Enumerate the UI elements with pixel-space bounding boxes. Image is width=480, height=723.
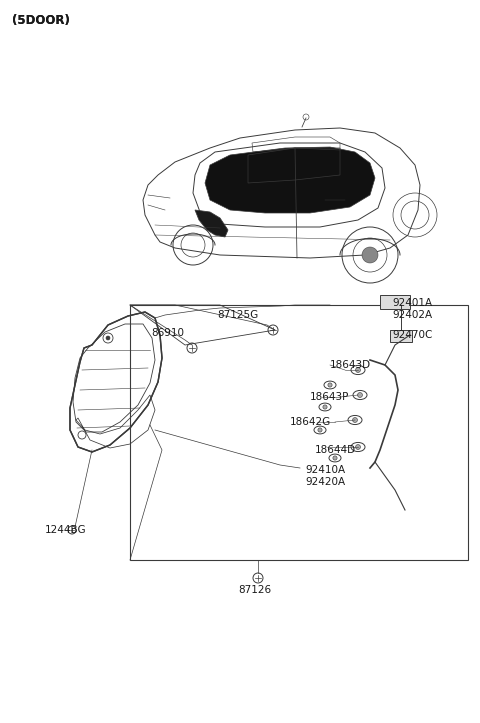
Text: 92410A: 92410A: [305, 465, 345, 475]
Text: 92420A: 92420A: [305, 477, 345, 487]
Text: (5DOOR): (5DOOR): [12, 14, 70, 27]
Text: 92470C: 92470C: [392, 330, 432, 340]
Text: 92402A: 92402A: [392, 310, 432, 320]
Text: 18642G: 18642G: [290, 417, 331, 427]
Circle shape: [106, 336, 110, 340]
Text: 18643P: 18643P: [310, 392, 349, 402]
Bar: [130, 305, 468, 560]
Circle shape: [333, 456, 337, 460]
Polygon shape: [205, 147, 375, 213]
Circle shape: [318, 428, 322, 432]
Text: 1244BG: 1244BG: [45, 525, 86, 535]
Circle shape: [323, 405, 327, 409]
Text: 87126: 87126: [239, 585, 272, 595]
Bar: [390, 330, 412, 342]
Polygon shape: [195, 210, 228, 237]
Text: 87125G: 87125G: [217, 310, 259, 320]
Text: 92401A: 92401A: [392, 298, 432, 308]
Circle shape: [328, 383, 332, 387]
Text: 86910: 86910: [152, 328, 184, 338]
Circle shape: [356, 445, 360, 450]
Circle shape: [352, 418, 358, 422]
Circle shape: [362, 247, 378, 263]
Circle shape: [358, 393, 362, 398]
Text: 18643D: 18643D: [330, 360, 371, 370]
Bar: [380, 295, 410, 309]
Text: 18644D: 18644D: [315, 445, 356, 455]
Circle shape: [356, 367, 360, 372]
Text: (5DOOR): (5DOOR): [12, 14, 70, 27]
